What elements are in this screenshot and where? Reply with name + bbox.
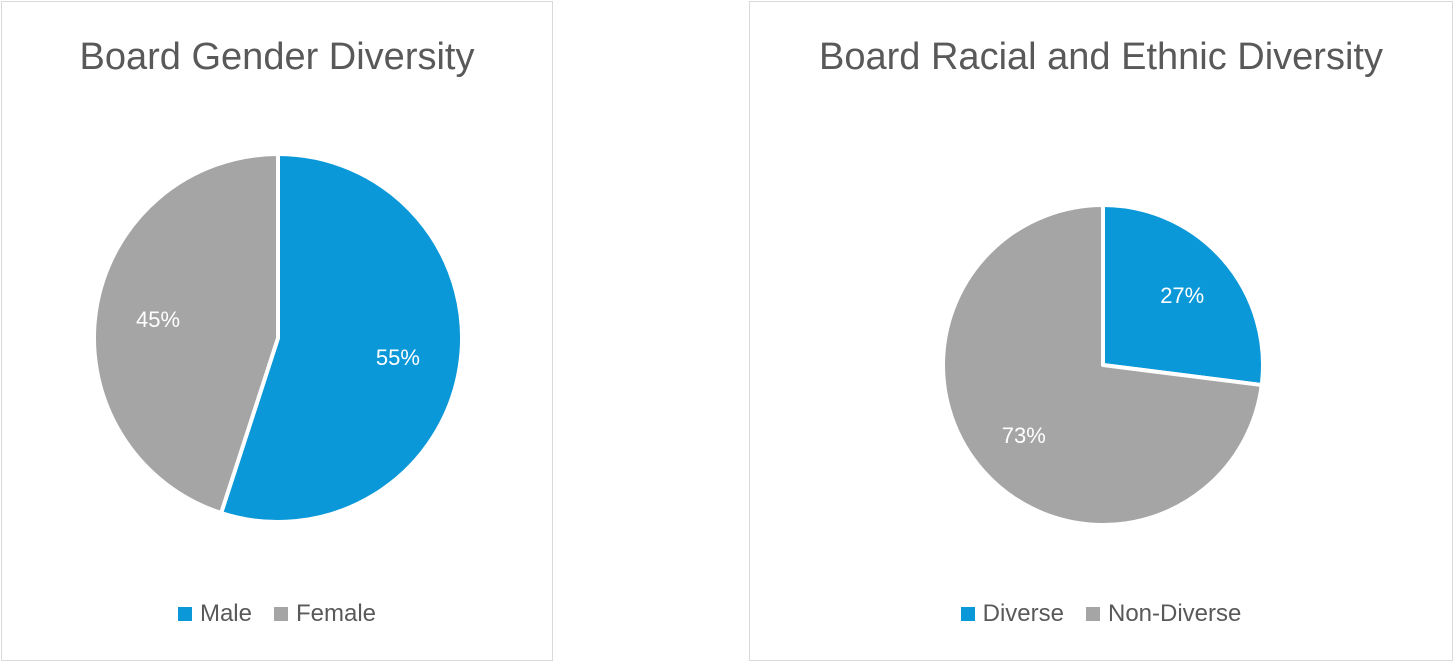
legend-label: Male [199, 600, 252, 627]
legend-item-non-diverse: Non-Diverse [1085, 600, 1242, 628]
data-label: 27% [1160, 283, 1204, 308]
legend-swatch [960, 607, 975, 621]
legend: Diverse Non-Diverse [750, 600, 1452, 628]
data-label: 55% [376, 345, 420, 370]
chart-title: Board Gender Diversity [79, 36, 475, 78]
legend-label: Non-Diverse [1107, 600, 1242, 627]
data-label: 73% [1002, 423, 1046, 448]
pie-slice-female [92, 152, 280, 515]
legend-swatch [177, 607, 192, 621]
gender-diversity-chart: Board Gender Diversity 55% 45% Male Femal… [1, 1, 553, 661]
legend-label: Diverse [982, 600, 1064, 627]
legend-item-diverse: Diverse [960, 600, 1064, 628]
legend-swatch [1085, 607, 1100, 621]
data-label: 45% [136, 307, 180, 332]
racial-ethnic-pie: 27% 73% [941, 203, 1265, 527]
gender-pie: 55% 45% [92, 152, 464, 524]
racial-ethnic-diversity-chart: Board Racial and Ethnic Diversity 27% 73%… [749, 1, 1453, 661]
chart-title: Board Racial and Ethnic Diversity [819, 36, 1383, 78]
legend-item-male: Male [177, 600, 252, 628]
pie-slice-non-diverse [941, 203, 1264, 527]
pie-slice-diverse [1101, 203, 1265, 388]
pie-slice-male [219, 152, 464, 524]
legend: Male Female [2, 600, 552, 628]
legend-label: Female [296, 600, 377, 627]
legend-swatch [274, 607, 288, 621]
legend-item-female: Female [274, 600, 376, 628]
